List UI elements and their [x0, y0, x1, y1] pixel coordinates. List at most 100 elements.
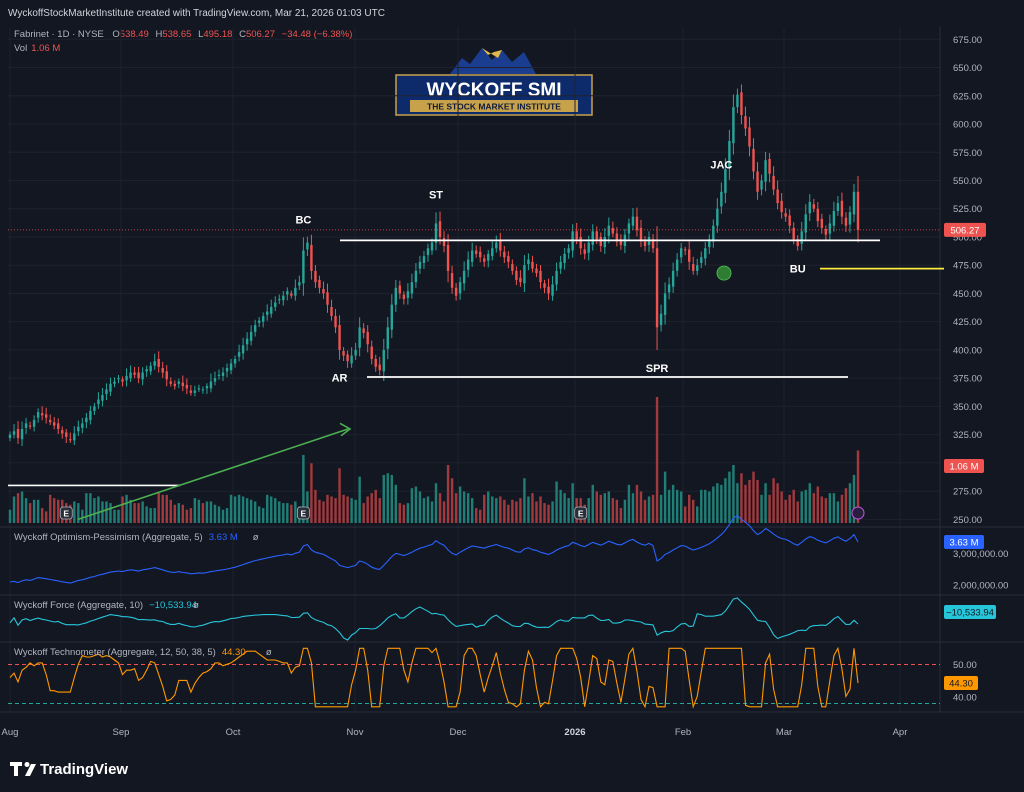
- price-tick-label: 575.00: [953, 148, 982, 159]
- volume-bar: [44, 511, 48, 523]
- volume-bar: [663, 471, 667, 523]
- volume-bar: [599, 494, 602, 523]
- candle-body: [446, 244, 450, 271]
- candle-body: [77, 426, 80, 432]
- candle-body: [89, 410, 92, 420]
- price-candles: [8, 84, 860, 446]
- wyckoff-annotations: BC ST JAC AR SPR BU: [8, 159, 944, 521]
- candle-body: [358, 327, 361, 348]
- price-tick-label: 475.00: [953, 261, 982, 272]
- candle-body: [800, 231, 803, 244]
- candle-body: [692, 264, 695, 271]
- volume-bar: [338, 468, 341, 523]
- volume-bar: [659, 494, 663, 523]
- volume-bar: [655, 397, 659, 523]
- candle-body: [298, 282, 301, 286]
- volume-bar: [213, 504, 217, 523]
- candle-body: [173, 383, 176, 387]
- candle-body: [852, 191, 856, 215]
- volume-bar: [627, 484, 631, 523]
- candle-body: [418, 261, 422, 269]
- volume-bar: [772, 478, 775, 523]
- volume-bar: [736, 483, 739, 523]
- candle-body: [406, 291, 410, 298]
- candle-body: [434, 223, 438, 243]
- volume-bar: [728, 471, 731, 523]
- volume-bar: [129, 499, 132, 523]
- candle-body: [627, 223, 631, 234]
- volume-bar: [161, 494, 164, 523]
- volume-bar: [109, 503, 112, 523]
- volume-bar: [209, 501, 213, 523]
- candle-body: [804, 214, 807, 233]
- volume-bar: [438, 493, 442, 523]
- candle-body: [149, 365, 152, 372]
- volume-bar: [848, 483, 852, 523]
- candle-body: [720, 191, 723, 207]
- optimism-visibility-icon: ø: [253, 532, 259, 543]
- candle-body: [129, 372, 132, 379]
- volume-bar: [193, 498, 197, 523]
- optimism-tag: [944, 535, 984, 550]
- volume-bar: [800, 491, 803, 523]
- optimism-tick-label: 2,000,000.00: [953, 581, 1008, 592]
- volume-bar: [547, 504, 550, 523]
- candle-body: [209, 381, 213, 389]
- candle-body: [282, 295, 285, 301]
- volume-bar: [48, 494, 52, 523]
- optimism-tick-label: 3,000,000.00: [953, 549, 1008, 560]
- volume-bar: [149, 508, 152, 523]
- candle-body: [48, 419, 52, 423]
- volume-bar: [828, 493, 832, 523]
- volume-bar: [812, 493, 815, 523]
- volume-bar: [462, 491, 466, 523]
- force-title: Wyckoff Force (Aggregate, 10): [14, 600, 143, 611]
- candle-body: [792, 227, 795, 240]
- optimism-tag-label: 3.63 M: [949, 538, 978, 549]
- candle-body: [414, 270, 418, 283]
- price-tick-label: 675.00: [953, 35, 982, 46]
- price-tick-label: 550.00: [953, 176, 982, 187]
- technometer-line: [9, 646, 859, 709]
- volume-bar: [197, 499, 201, 523]
- volume-bar: [430, 501, 434, 523]
- volume-bar: [225, 508, 229, 523]
- volume-bar: [466, 493, 470, 523]
- candle-body: [213, 378, 217, 382]
- candle-body: [844, 217, 848, 226]
- volume-bar: [229, 494, 233, 523]
- volume-bar: [832, 493, 836, 523]
- volume-bar: [330, 496, 333, 523]
- logo-title: WYCKOFF SMI: [426, 80, 561, 101]
- volume-bar: [720, 484, 723, 523]
- volume-legend: Vol 1.06 M: [14, 43, 60, 54]
- candle-body: [663, 293, 667, 315]
- time-tick-label: Dec: [450, 727, 467, 738]
- candle-body: [366, 331, 369, 345]
- volume-bar: [816, 486, 820, 523]
- candle-body: [53, 422, 56, 426]
- candle-body: [832, 210, 836, 226]
- candle-body: [245, 338, 249, 345]
- time-tick-label: Aug: [2, 727, 19, 738]
- candle-body: [563, 253, 566, 263]
- volume-bar: [796, 501, 799, 523]
- candle-body: [113, 381, 116, 384]
- candle-body: [583, 249, 586, 254]
- volume-bar: [716, 483, 719, 523]
- candle-body: [611, 227, 615, 234]
- candle-body: [619, 239, 623, 245]
- optimism-title: Wyckoff Optimism-Pessimism (Aggregate, 5…: [14, 532, 203, 543]
- price-tick-label: 500.00: [953, 232, 982, 243]
- technometer-tick-label: 40.00: [953, 693, 977, 704]
- volume-bar: [768, 494, 771, 523]
- time-tick-label: Oct: [226, 727, 241, 738]
- candle-body: [270, 306, 273, 314]
- candle-body: [442, 238, 446, 247]
- candle-body: [491, 248, 494, 257]
- grid-lines: [0, 26, 1024, 713]
- candle-body: [101, 395, 104, 401]
- volume-bar: [366, 496, 369, 523]
- candle-body: [631, 216, 635, 226]
- candle-body: [390, 304, 394, 330]
